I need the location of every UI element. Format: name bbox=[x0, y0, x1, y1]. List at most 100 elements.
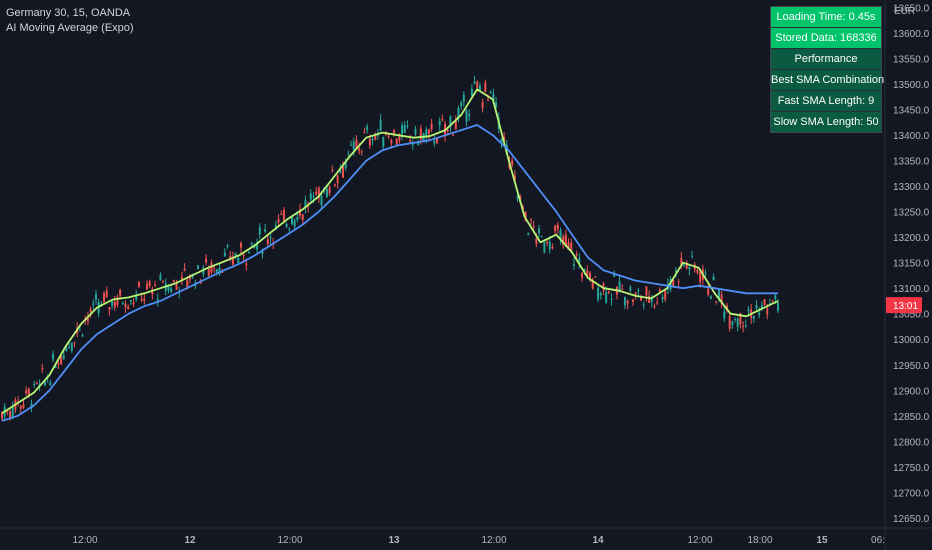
candle-body bbox=[599, 293, 602, 296]
candle-body bbox=[81, 335, 84, 337]
candle-body bbox=[226, 245, 229, 247]
candle-body bbox=[379, 120, 382, 131]
candle-body bbox=[580, 272, 583, 278]
candle-body bbox=[648, 296, 651, 303]
candle-body bbox=[269, 237, 272, 239]
candle-body bbox=[414, 129, 417, 135]
candle-body bbox=[699, 272, 702, 282]
candle-body bbox=[89, 309, 92, 312]
candle-body bbox=[642, 304, 645, 306]
candle-body bbox=[299, 209, 302, 216]
candle-body bbox=[132, 302, 135, 305]
candle-body bbox=[417, 142, 420, 145]
candle-body bbox=[591, 279, 594, 289]
candle-body bbox=[105, 290, 108, 298]
candle-body bbox=[164, 283, 167, 292]
candle-body bbox=[1, 412, 3, 419]
candle-body bbox=[395, 138, 398, 145]
candle-body bbox=[613, 274, 616, 277]
candle-body bbox=[234, 253, 237, 257]
y-tick-label: 13650.0 bbox=[893, 4, 930, 15]
candle-body bbox=[704, 272, 707, 274]
candle-body bbox=[250, 243, 253, 245]
x-tick-label: 13 bbox=[388, 535, 400, 546]
candle-body bbox=[94, 293, 97, 300]
candle-body bbox=[376, 134, 379, 136]
candle-body bbox=[65, 348, 68, 352]
candle-body bbox=[113, 301, 116, 308]
candle-body bbox=[548, 241, 551, 250]
y-tick-label: 12850.0 bbox=[893, 412, 930, 423]
y-tick-label: 13350.0 bbox=[893, 157, 930, 168]
candle-body bbox=[527, 232, 530, 235]
candle-body bbox=[398, 134, 401, 141]
candle-body bbox=[696, 269, 699, 273]
candle-body bbox=[215, 269, 218, 274]
candle-body bbox=[135, 296, 138, 300]
y-tick-label: 12950.0 bbox=[893, 361, 930, 372]
candle-body bbox=[167, 285, 170, 291]
candle-body bbox=[473, 81, 476, 84]
candle-body bbox=[465, 110, 468, 122]
candle-body bbox=[221, 271, 224, 273]
candle-body bbox=[237, 257, 240, 264]
candle-body bbox=[242, 254, 245, 257]
candle-body bbox=[41, 368, 44, 370]
candle-body bbox=[49, 382, 52, 386]
candle-body bbox=[248, 251, 251, 253]
candle-body bbox=[513, 175, 516, 181]
candle-body bbox=[567, 242, 570, 250]
candle-body bbox=[293, 220, 296, 227]
candle-body bbox=[277, 218, 280, 223]
y-tick-label: 13450.0 bbox=[893, 106, 930, 117]
candle-body bbox=[355, 139, 358, 150]
candle-body bbox=[656, 302, 659, 304]
candle-body bbox=[460, 102, 463, 107]
candle-body bbox=[285, 223, 288, 227]
x-tick-label: 12:00 bbox=[72, 535, 97, 546]
candle-body bbox=[390, 139, 393, 144]
y-tick-label: 13250.0 bbox=[893, 208, 930, 219]
candle-body bbox=[623, 296, 626, 306]
candle-body bbox=[538, 228, 541, 234]
candle-body bbox=[73, 341, 76, 343]
candle-body bbox=[54, 366, 57, 368]
candle-body bbox=[707, 288, 710, 295]
candle-body bbox=[766, 308, 769, 315]
candle-body bbox=[607, 291, 610, 294]
candle-body bbox=[578, 257, 581, 263]
slow-sma-length-cell: Slow SMA Length: 50 bbox=[771, 112, 881, 132]
candle-body bbox=[441, 119, 444, 121]
indicator-label[interactable]: AI Moving Average (Expo) bbox=[6, 22, 134, 34]
candle-body bbox=[253, 246, 256, 249]
candle-body bbox=[162, 281, 165, 283]
candle-body bbox=[52, 353, 55, 360]
candle-body bbox=[307, 205, 310, 207]
candle-body bbox=[403, 125, 406, 133]
candle-body bbox=[419, 128, 422, 140]
x-tick-label: 12 bbox=[184, 535, 196, 546]
candle-body bbox=[677, 281, 680, 283]
candle-body bbox=[22, 404, 25, 408]
candle-body bbox=[771, 300, 774, 302]
candle-body bbox=[175, 283, 178, 290]
candle-body bbox=[575, 254, 578, 256]
candle-body bbox=[688, 267, 691, 270]
y-tick-label: 13000.0 bbox=[893, 335, 930, 346]
candle-body bbox=[231, 256, 234, 265]
candle-body bbox=[342, 166, 345, 178]
candle-body bbox=[382, 136, 385, 147]
candle-body bbox=[487, 99, 490, 101]
candle-body bbox=[562, 236, 565, 245]
y-tick-label: 13100.0 bbox=[893, 284, 930, 295]
candle-body bbox=[19, 405, 22, 409]
candle-body bbox=[129, 299, 132, 302]
candle-body bbox=[274, 225, 277, 227]
candle-body bbox=[127, 306, 130, 310]
candle-body bbox=[433, 140, 436, 144]
candle-body bbox=[70, 342, 73, 351]
fast-sma-length-cell: Fast SMA Length: 9 bbox=[771, 91, 881, 112]
candle-body bbox=[478, 85, 481, 90]
symbol-label[interactable]: Germany 30, 15, OANDA bbox=[6, 7, 131, 19]
